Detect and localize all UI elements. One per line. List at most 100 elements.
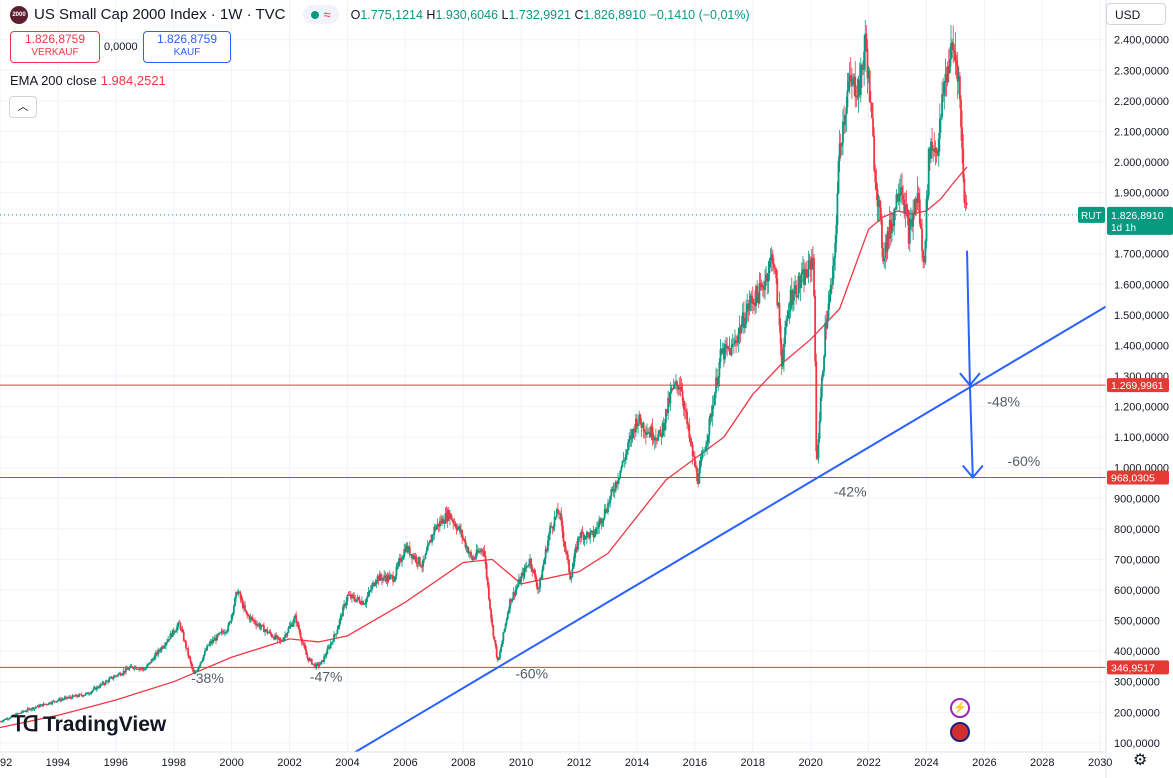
candle-body xyxy=(865,33,868,49)
level-badge-label: 1.269,9961 xyxy=(1111,380,1164,392)
candle-body xyxy=(885,242,888,252)
candle-body xyxy=(551,526,554,529)
candle-body xyxy=(799,282,802,288)
candle-body xyxy=(140,667,143,669)
candle-body xyxy=(859,64,862,96)
candle-body xyxy=(261,624,264,626)
candle-body xyxy=(21,710,24,713)
candle-body xyxy=(836,193,839,225)
chart-title[interactable]: US Small Cap 2000 Index · 1W · TVC xyxy=(34,6,286,23)
candle-body xyxy=(676,381,678,386)
candle-body xyxy=(100,684,103,686)
x-tick-label: 1996 xyxy=(104,757,128,769)
candle-body xyxy=(209,641,212,644)
candle-body xyxy=(474,556,477,558)
us-flag-icon[interactable] xyxy=(950,722,970,742)
candle-body xyxy=(225,632,227,633)
arrow-shaft xyxy=(968,385,974,478)
candle-body xyxy=(930,141,932,159)
candle-body xyxy=(157,649,160,655)
candle-body xyxy=(263,625,265,633)
candle-body xyxy=(287,628,290,633)
candle-body xyxy=(60,699,63,701)
candle-body xyxy=(404,549,407,552)
candle-body xyxy=(893,208,896,227)
countdown-label: 1d 1h xyxy=(1111,223,1136,234)
candle-body xyxy=(529,558,531,565)
candle-body xyxy=(195,671,197,673)
candle-body xyxy=(847,81,850,91)
candle-body xyxy=(426,545,429,552)
candle-body xyxy=(420,565,422,567)
candle-body xyxy=(299,632,302,638)
buy-button[interactable]: 1.826,8759 KAUF xyxy=(143,31,231,63)
candle-body xyxy=(599,518,602,523)
level-badge xyxy=(1107,660,1169,675)
candle-body xyxy=(560,513,563,521)
candle-body xyxy=(43,703,46,705)
candle-body xyxy=(332,641,334,643)
candle-body xyxy=(130,665,133,667)
time-axis-bg xyxy=(0,752,1106,778)
settings-gear-icon[interactable]: ⚙ xyxy=(1133,752,1148,769)
x-tick-label: 2020 xyxy=(798,757,822,769)
currency-selector[interactable]: USD xyxy=(1106,3,1166,25)
candle-body xyxy=(151,659,154,660)
candle-body xyxy=(31,707,34,710)
candle-body xyxy=(887,231,890,239)
candle-body xyxy=(718,362,721,378)
candle-body xyxy=(447,510,450,519)
candle-body xyxy=(285,634,288,636)
candle-body xyxy=(473,557,476,559)
candle-body xyxy=(353,596,356,600)
candle-body xyxy=(201,659,204,662)
candle-body xyxy=(365,598,368,604)
candle-body xyxy=(146,665,148,669)
candle-body xyxy=(235,592,237,598)
lightning-icon[interactable]: ⚡ xyxy=(950,698,970,718)
collapse-chevron-icon[interactable]: ︿ xyxy=(9,96,37,118)
candle-body xyxy=(886,231,889,252)
candle-body xyxy=(850,80,853,86)
candle-body xyxy=(703,451,706,452)
candle-body xyxy=(533,569,536,574)
candle-body xyxy=(202,654,205,660)
spread-value: 0,0000 xyxy=(104,41,138,53)
candle-body xyxy=(668,397,671,404)
candle-body xyxy=(823,356,825,372)
candle-body xyxy=(67,697,69,699)
status-pill[interactable]: ≈ xyxy=(303,5,339,24)
candle-body xyxy=(813,257,815,296)
candle-body xyxy=(196,670,199,672)
candle-body xyxy=(761,285,764,289)
candle-body xyxy=(902,195,905,200)
candle-body xyxy=(573,553,576,563)
candle-body xyxy=(724,344,726,360)
candle-body xyxy=(496,656,499,660)
symbol-logo[interactable]: 2000 xyxy=(10,5,28,24)
ema-legend[interactable]: EMA 200 close 1.984,2521 xyxy=(10,73,166,88)
candle-body xyxy=(156,652,158,655)
candle-body xyxy=(673,384,676,386)
candle-body xyxy=(234,597,236,607)
candle-body xyxy=(552,526,555,529)
candle-body xyxy=(883,257,886,262)
candle-body xyxy=(702,451,705,453)
candle-body xyxy=(346,595,349,602)
candle-body xyxy=(834,242,837,258)
candle-body xyxy=(638,414,641,424)
tradingview-logo[interactable]: ꓔꓷ TradingView xyxy=(12,712,167,737)
candle-body xyxy=(79,694,82,696)
candle-body xyxy=(338,619,341,626)
candle-body xyxy=(774,267,776,270)
candle-body xyxy=(849,74,852,81)
candle-body xyxy=(283,637,285,641)
candle-body xyxy=(711,405,714,417)
sell-button[interactable]: 1.826,8759 VERKAUF xyxy=(10,31,100,63)
candle-body xyxy=(696,468,698,482)
y-tick-label: 1.200,0000 xyxy=(1114,402,1169,414)
candle-body xyxy=(376,576,379,581)
candle-body xyxy=(459,526,461,532)
candle-body xyxy=(327,647,330,649)
